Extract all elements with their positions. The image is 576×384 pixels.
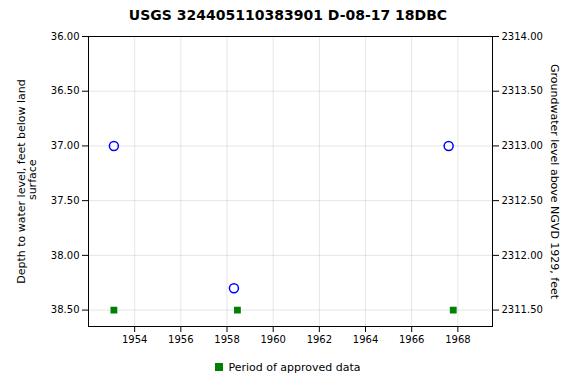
svg-text:Groundwater level above NGVD 1: Groundwater level above NGVD 1929, feet — [548, 64, 561, 300]
html-text:Period of approved data: Period of approved data — [228, 360, 361, 374]
html-text:USGS 324405110383901 D-08-17 1: USGS 324405110383901 D-08-17 18DBC — [128, 7, 448, 23]
svg-text:37.00: 37.00 — [51, 140, 80, 151]
svg-text:2314.00: 2314.00 — [502, 31, 543, 42]
svg-text:37.50: 37.50 — [51, 195, 80, 206]
svg-text:2313.50: 2313.50 — [502, 85, 543, 96]
svg-text:1966: 1966 — [399, 334, 424, 345]
svg-text:1964: 1964 — [353, 334, 378, 345]
svg-text:1962: 1962 — [307, 334, 332, 345]
svg-text:38.00: 38.00 — [51, 250, 80, 261]
svg-text:36.50: 36.50 — [51, 85, 80, 96]
svg-text:1960: 1960 — [260, 334, 285, 345]
svg-text:36.00: 36.00 — [51, 31, 80, 42]
svg-text:1956: 1956 — [168, 334, 193, 345]
svg-text:Depth to water level, feet bel: Depth to water level, feet below land su… — [15, 79, 39, 284]
svg-text:2312.00: 2312.00 — [502, 250, 543, 261]
svg-text:1968: 1968 — [445, 334, 470, 345]
svg-text:1954: 1954 — [122, 334, 147, 345]
svg-text:1958: 1958 — [214, 334, 239, 345]
svg-text:2311.50: 2311.50 — [502, 304, 543, 315]
svg-text:38.50: 38.50 — [51, 304, 80, 315]
svg-text:2313.00: 2313.00 — [502, 140, 543, 151]
svg-text:2312.50: 2312.50 — [502, 195, 543, 206]
